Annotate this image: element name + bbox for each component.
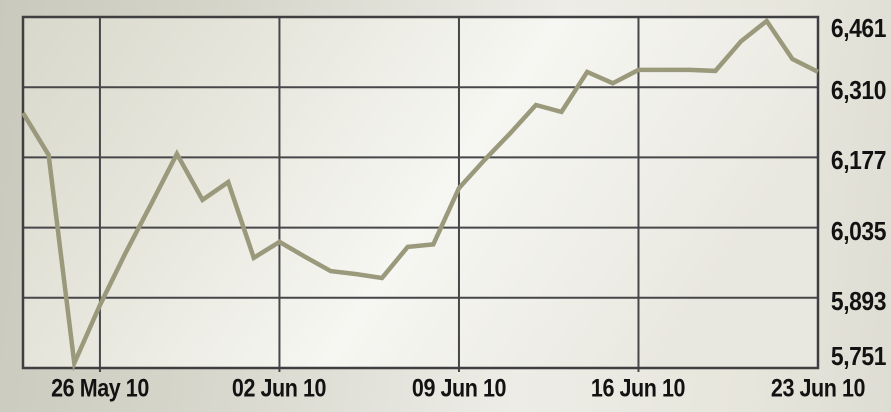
x-axis-label: 02 Jun 10 bbox=[232, 374, 327, 403]
price-line bbox=[21, 17, 820, 372]
y-axis-label: 6,177 bbox=[830, 145, 887, 176]
y-axis-label: 6,035 bbox=[830, 215, 887, 246]
x-axis-label: 23 Jun 10 bbox=[770, 374, 866, 403]
y-axis-label: 5,751 bbox=[830, 341, 887, 371]
x-axis-label: 26 May 10 bbox=[51, 374, 149, 403]
y-axis-label: 5,893 bbox=[830, 285, 887, 316]
y-axis-label: 6,461 bbox=[830, 13, 887, 43]
x-axis-label: 16 Jun 10 bbox=[591, 374, 686, 403]
y-axis-label: 6,310 bbox=[830, 75, 887, 106]
x-axis-label: 09 Jun 10 bbox=[411, 374, 507, 403]
plot-border bbox=[21, 15, 820, 370]
